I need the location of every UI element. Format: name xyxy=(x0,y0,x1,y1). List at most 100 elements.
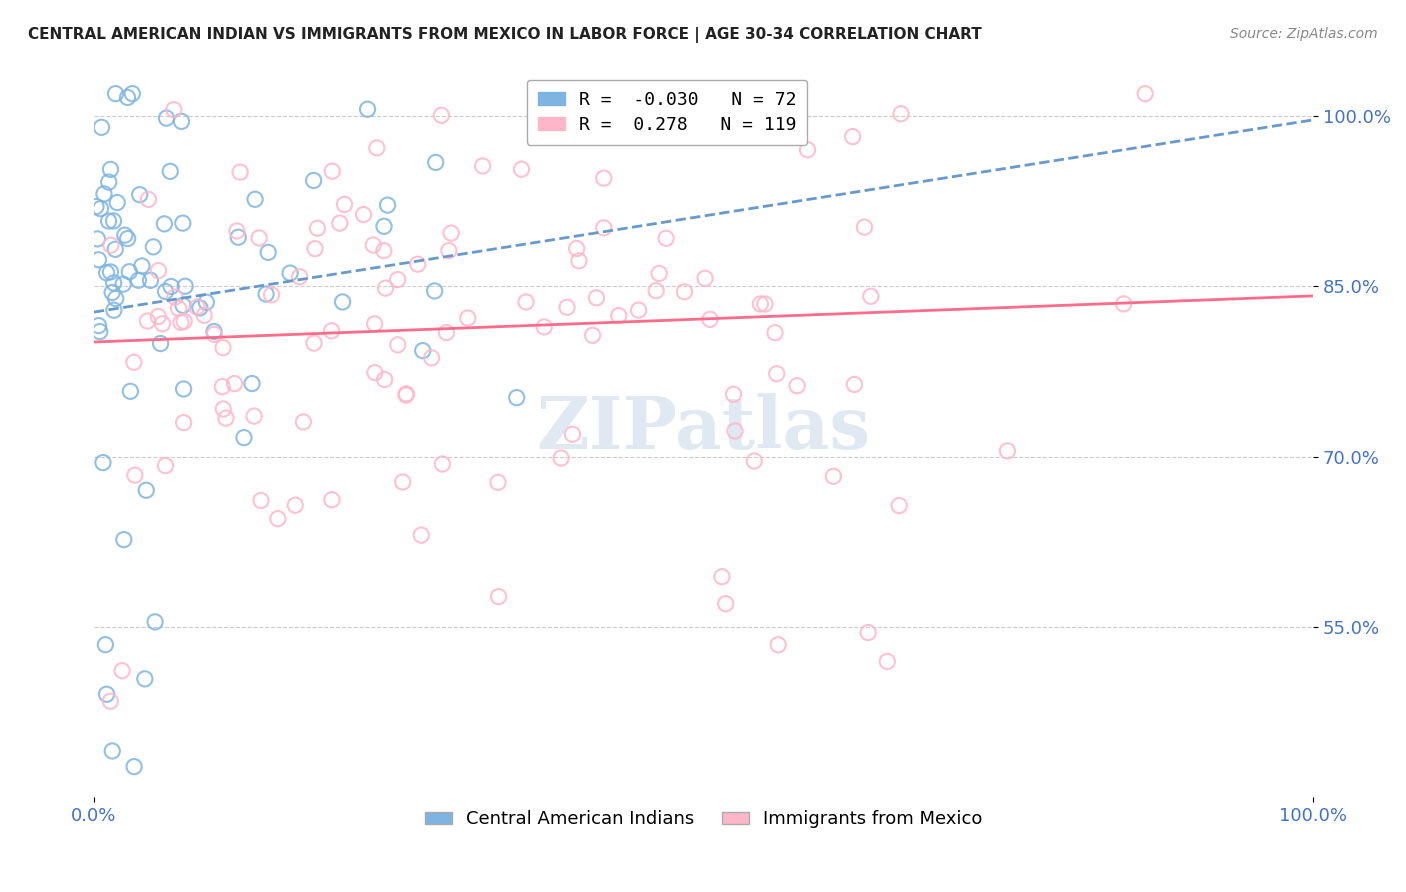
Point xyxy=(212,402,235,417)
Point xyxy=(889,499,911,513)
Point xyxy=(550,450,572,465)
Point xyxy=(363,317,385,331)
Point xyxy=(84,200,107,214)
Point xyxy=(387,338,409,352)
Point xyxy=(86,232,108,246)
Point xyxy=(167,301,190,316)
Point xyxy=(844,377,866,392)
Point xyxy=(122,355,145,369)
Point xyxy=(823,469,845,483)
Point xyxy=(292,415,315,429)
Point xyxy=(425,155,447,169)
Point xyxy=(148,310,170,324)
Point xyxy=(321,492,343,507)
Point xyxy=(607,309,630,323)
Point xyxy=(353,208,375,222)
Point xyxy=(212,341,235,355)
Point xyxy=(257,245,280,260)
Point xyxy=(754,297,776,311)
Point xyxy=(423,284,446,298)
Point xyxy=(105,195,128,210)
Point xyxy=(148,263,170,277)
Point xyxy=(374,281,396,295)
Point xyxy=(488,590,510,604)
Point xyxy=(377,198,399,212)
Point xyxy=(98,694,121,708)
Point xyxy=(103,303,125,318)
Point xyxy=(471,159,494,173)
Point xyxy=(250,493,273,508)
Point xyxy=(555,300,578,314)
Point xyxy=(655,231,678,245)
Point xyxy=(627,303,650,318)
Point xyxy=(122,759,145,773)
Point xyxy=(853,220,876,235)
Point xyxy=(124,468,146,483)
Point xyxy=(152,317,174,331)
Point xyxy=(723,387,745,401)
Point xyxy=(742,454,765,468)
Point xyxy=(724,424,747,438)
Point xyxy=(561,427,583,442)
Point xyxy=(139,273,162,287)
Point xyxy=(153,217,176,231)
Point xyxy=(1133,87,1156,101)
Point xyxy=(215,411,238,425)
Point xyxy=(673,285,696,299)
Point xyxy=(224,376,246,391)
Point xyxy=(186,300,208,314)
Point xyxy=(648,267,671,281)
Point xyxy=(118,265,141,279)
Point xyxy=(786,378,808,392)
Point xyxy=(876,655,898,669)
Point xyxy=(160,279,183,293)
Point xyxy=(592,220,614,235)
Point xyxy=(749,297,772,311)
Point xyxy=(100,265,122,279)
Point xyxy=(430,108,453,122)
Point xyxy=(568,253,591,268)
Point xyxy=(411,528,433,542)
Point xyxy=(101,744,124,758)
Point xyxy=(361,238,384,252)
Point xyxy=(841,129,863,144)
Point xyxy=(97,214,120,228)
Point xyxy=(97,175,120,189)
Point xyxy=(135,483,157,498)
Point xyxy=(592,171,614,186)
Point xyxy=(159,164,181,178)
Point xyxy=(170,114,193,128)
Point xyxy=(332,295,354,310)
Point xyxy=(533,319,555,334)
Point xyxy=(173,416,195,430)
Point xyxy=(406,257,429,271)
Point xyxy=(260,287,283,301)
Point xyxy=(211,379,233,393)
Point xyxy=(117,231,139,245)
Point xyxy=(395,387,418,401)
Point xyxy=(112,277,135,292)
Point xyxy=(440,226,463,240)
Point xyxy=(302,336,325,351)
Point xyxy=(856,625,879,640)
Point xyxy=(685,87,707,101)
Point xyxy=(100,238,122,252)
Point xyxy=(226,224,249,238)
Point xyxy=(195,295,218,310)
Point xyxy=(89,325,111,339)
Point xyxy=(91,456,114,470)
Point xyxy=(163,103,186,117)
Point xyxy=(103,276,125,290)
Point xyxy=(100,162,122,177)
Point xyxy=(373,244,395,258)
Point xyxy=(699,312,721,326)
Point xyxy=(121,87,143,101)
Point xyxy=(356,102,378,116)
Point xyxy=(112,533,135,547)
Point xyxy=(226,230,249,244)
Point xyxy=(321,324,343,338)
Point xyxy=(374,372,396,386)
Point xyxy=(776,118,799,132)
Text: Source: ZipAtlas.com: Source: ZipAtlas.com xyxy=(1230,27,1378,41)
Text: CENTRAL AMERICAN INDIAN VS IMMIGRANTS FROM MEXICO IN LABOR FORCE | AGE 30-34 COR: CENTRAL AMERICAN INDIAN VS IMMIGRANTS FR… xyxy=(28,27,981,43)
